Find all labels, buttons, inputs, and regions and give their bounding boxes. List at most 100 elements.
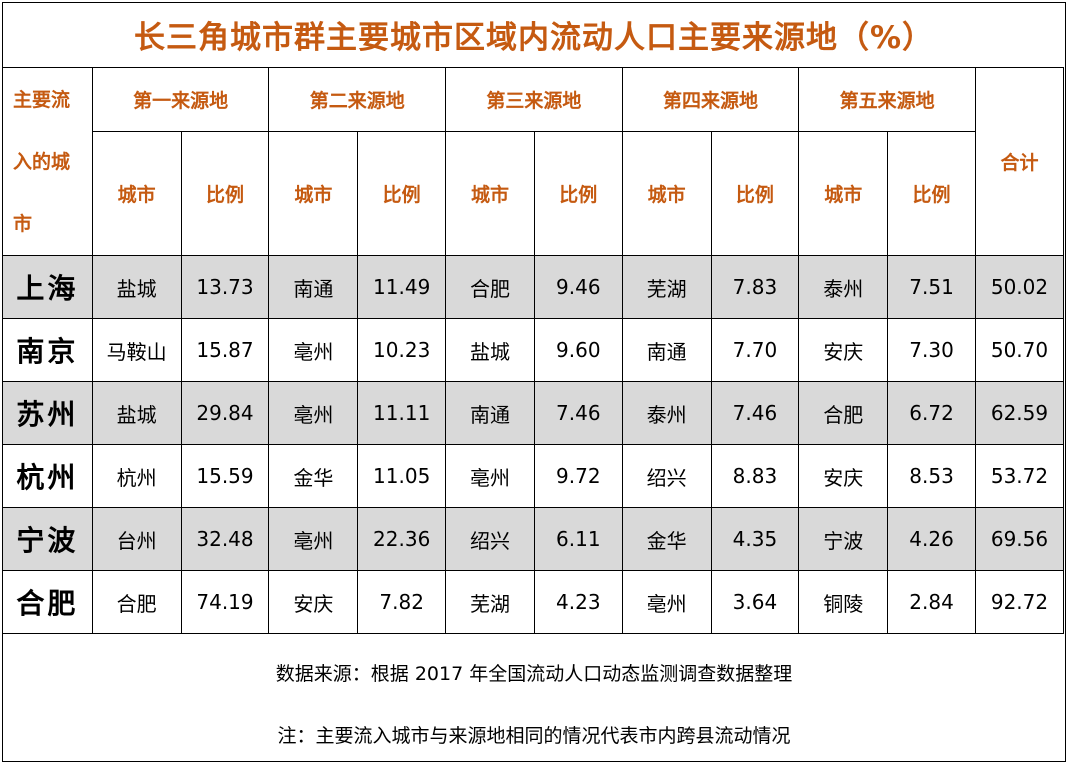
- ratio-col-header: 比例: [710, 131, 800, 256]
- source-note: 数据来源：根据 2017 年全国流动人口动态监测调查数据整理: [275, 663, 793, 685]
- source-table: 主要流 入的城 市 第一来源地 第二来源地 第三来源地 第四来源地 第五来源地 …: [2, 67, 1065, 634]
- ratio-cell: 8.83: [710, 444, 800, 508]
- ratio-cell: 4.23: [533, 570, 623, 634]
- ratio-cell: 11.05: [357, 444, 447, 508]
- source-city-cell: 安庆: [268, 570, 359, 634]
- source-city-cell: 杭州: [91, 444, 182, 508]
- ratio-cell: 7.46: [533, 381, 623, 445]
- ratio-col-header: 比例: [180, 131, 270, 256]
- source-city-cell: 马鞍山: [91, 318, 182, 382]
- ratio-cell: 7.83: [710, 255, 800, 319]
- source-city-cell: 亳州: [268, 507, 359, 571]
- ratio-cell: 9.60: [533, 318, 623, 382]
- group-header: 第四来源地: [621, 67, 800, 132]
- group-header: 第一来源地: [91, 67, 270, 132]
- corner-header: 主要流 入的城 市: [2, 67, 93, 256]
- ratio-cell: 4.35: [710, 507, 800, 571]
- source-city-cell: 金华: [268, 444, 359, 508]
- city-col-header: 城市: [798, 131, 889, 256]
- ratio-cell: 29.84: [180, 381, 270, 445]
- row-city: 苏州: [2, 381, 93, 445]
- ratio-cell: 7.82: [357, 570, 447, 634]
- source-city-cell: 盐城: [91, 381, 182, 445]
- source-city-cell: 安庆: [798, 444, 889, 508]
- row-city: 杭州: [2, 444, 93, 508]
- source-city-cell: 亳州: [268, 381, 359, 445]
- source-city-cell: 盐城: [445, 318, 535, 382]
- ratio-cell: 3.64: [710, 570, 800, 634]
- ratio-cell: 2.84: [887, 570, 976, 634]
- corner-line: 入的城: [13, 150, 71, 173]
- group-header: 第二来源地: [268, 67, 447, 132]
- corner-line: 主要流: [13, 88, 71, 111]
- ratio-col-header: 比例: [533, 131, 623, 256]
- row-city: 宁波: [2, 507, 93, 571]
- city-col-header: 城市: [621, 131, 712, 256]
- source-city-cell: 南通: [621, 318, 712, 382]
- ratio-cell: 22.36: [357, 507, 447, 571]
- source-city-cell: 泰州: [798, 255, 889, 319]
- source-city-cell: 泰州: [621, 381, 712, 445]
- ratio-cell: 13.73: [180, 255, 270, 319]
- header-row-sub: 城市 比例 城市 比例 城市 比例 城市 比例 城市 比例: [3, 131, 1064, 256]
- source-city-cell: 合肥: [798, 381, 889, 445]
- table-row: 杭州 杭州 15.59 金华 11.05 亳州 9.72 绍兴 8.83 安庆 8.53 53.72: [2, 444, 1065, 508]
- total-cell: 50.70: [974, 318, 1065, 382]
- ratio-cell: 15.87: [180, 318, 270, 382]
- source-city-cell: 合肥: [445, 255, 535, 319]
- source-city-cell: 亳州: [621, 570, 712, 634]
- ratio-cell: 32.48: [180, 507, 270, 571]
- table-row: 宁波 台州 32.48 亳州 22.36 绍兴 6.11 金华 4.35 宁波 4.26 69.56: [2, 507, 1065, 571]
- source-city-cell: 盐城: [91, 255, 182, 319]
- source-city-cell: 绍兴: [621, 444, 712, 508]
- row-city: 南京: [2, 318, 93, 382]
- footnote: 注：主要流入城市与来源地相同的情况代表市内跨县流动情况: [277, 725, 791, 747]
- ratio-cell: 11.49: [357, 255, 447, 319]
- ratio-cell: 9.72: [533, 444, 623, 508]
- source-city-cell: 金华: [621, 507, 712, 571]
- group-header: 第三来源地: [445, 67, 623, 132]
- ratio-cell: 7.30: [887, 318, 976, 382]
- source-city-cell: 亳州: [268, 318, 359, 382]
- source-city-cell: 宁波: [798, 507, 889, 571]
- row-city: 上海: [2, 255, 93, 319]
- corner-line: 市: [13, 212, 33, 235]
- table-row: 苏州 盐城 29.84 亳州 11.11 南通 7.46 泰州 7.46 合肥 6.72 62.59: [2, 381, 1065, 445]
- ratio-cell: 10.23: [357, 318, 447, 382]
- header-row-groups: 主要流 入的城 市 第一来源地 第二来源地 第三来源地 第四来源地 第五来源地 …: [2, 67, 1065, 256]
- group-header: 第五来源地: [798, 67, 976, 132]
- source-city-cell: 南通: [445, 381, 535, 445]
- notes: 数据来源：根据 2017 年全国流动人口动态监测调查数据整理 注：主要流入城市与…: [3, 637, 1065, 763]
- ratio-cell: 6.11: [533, 507, 623, 571]
- source-city-cell: 亳州: [445, 444, 535, 508]
- city-col-header: 城市: [91, 131, 182, 256]
- ratio-cell: 11.11: [357, 381, 447, 445]
- city-col-header: 城市: [445, 131, 535, 256]
- total-cell: 53.72: [974, 444, 1065, 508]
- page-title: 长三角城市群主要城市区域内流动人口主要来源地（%）: [133, 20, 935, 56]
- ratio-cell: 8.53: [887, 444, 976, 508]
- source-city-cell: 绍兴: [445, 507, 535, 571]
- total-cell: 69.56: [974, 507, 1065, 571]
- source-city-cell: 合肥: [91, 570, 182, 634]
- table-row: 南京 马鞍山 15.87 亳州 10.23 盐城 9.60 南通 7.70 安庆 7.30 50.70: [2, 318, 1065, 382]
- ratio-cell: 74.19: [180, 570, 270, 634]
- ratio-cell: 15.59: [180, 444, 270, 508]
- total-cell: 92.72: [974, 570, 1065, 634]
- source-city-cell: 芜湖: [621, 255, 712, 319]
- table-row: 上海 盐城 13.73 南通 11.49 合肥 9.46 芜湖 7.83 泰州 7.51 50.02: [2, 255, 1065, 319]
- row-city: 合肥: [2, 570, 93, 634]
- ratio-col-header: 比例: [357, 131, 447, 256]
- city-col-header: 城市: [268, 131, 359, 256]
- ratio-cell: 7.70: [710, 318, 800, 382]
- source-city-cell: 铜陵: [798, 570, 889, 634]
- ratio-cell: 7.51: [887, 255, 976, 319]
- ratio-cell: 6.72: [887, 381, 976, 445]
- source-city-cell: 台州: [91, 507, 182, 571]
- source-city-cell: 南通: [268, 255, 359, 319]
- ratio-cell: 7.46: [710, 381, 800, 445]
- ratio-cell: 4.26: [887, 507, 976, 571]
- total-cell: 50.02: [974, 255, 1065, 319]
- source-city-cell: 芜湖: [445, 570, 535, 634]
